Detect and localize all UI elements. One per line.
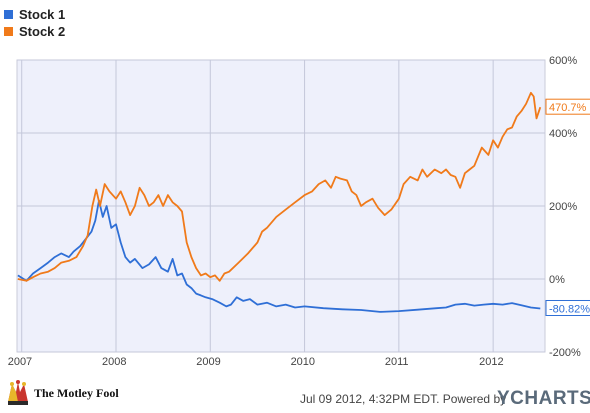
y-tick-label-4: -200%: [549, 347, 581, 359]
series-line-1[interactable]: [17, 199, 541, 313]
legend-swatch-stock-1: [4, 10, 13, 19]
ycharts-logo[interactable]: YCHARTS: [497, 388, 590, 409]
x-tick-label-2008: 2008: [102, 356, 126, 368]
y-tick-label-0: 600%: [549, 55, 577, 67]
x-axis-ticks: 2007 2008 2009 2010 2011 2012: [8, 356, 504, 368]
legend-swatch-stock-2: [4, 27, 13, 36]
legend-label-stock-1: Stock 1: [19, 7, 66, 22]
legend-label-stock-2: Stock 2: [19, 24, 66, 39]
end-label-box-2: [545, 98, 590, 115]
end-label-text-2: 470.7%: [549, 102, 587, 114]
y-tick-label-3: 0%: [549, 274, 565, 286]
series-lines: [17, 91, 542, 313]
y-tick-label-1: 400%: [549, 128, 577, 140]
motley-fool-name: The Motley Fool: [34, 385, 119, 400]
end-labels: -80.82% 470.7%: [545, 98, 590, 316]
end-label-text-1: -80.82%: [549, 303, 590, 315]
series-line-2[interactable]: [17, 91, 542, 282]
jester-hat-icon: [8, 380, 28, 405]
end-label-box-1: [545, 299, 590, 316]
legend: Stock 1 Stock 2: [4, 6, 65, 40]
legend-item-stock-2[interactable]: Stock 2: [4, 23, 65, 40]
end-label-1: -80.82%: [545, 299, 590, 316]
end-label-2: 470.7%: [545, 98, 590, 115]
x-tick-label-2011: 2011: [385, 356, 409, 368]
legend-item-stock-1[interactable]: Stock 1: [4, 6, 65, 23]
y-tick-label-2: 200%: [549, 201, 577, 213]
x-tick-label-2010: 2010: [291, 356, 315, 368]
y-axis-ticks: 600% 400% 200% 0% -200%: [549, 55, 581, 359]
x-tick-label-2012: 2012: [479, 356, 503, 368]
x-tick-label-2009: 2009: [196, 356, 220, 368]
motley-fool-logo[interactable]: The Motley Fool: [6, 380, 119, 406]
x-tick-label-2007: 2007: [8, 356, 32, 368]
footer-timestamp: Jul 09 2012, 4:32PM EDT. Powered by: [300, 392, 507, 406]
